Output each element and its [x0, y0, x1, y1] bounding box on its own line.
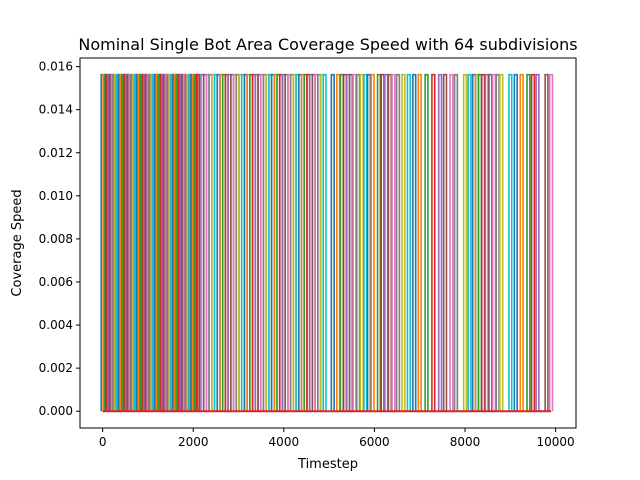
x-tick-label: 4000 — [269, 435, 300, 449]
series-spike — [431, 73, 436, 412]
series-spike — [391, 73, 396, 412]
y-tick-label: 0.012 — [39, 146, 73, 160]
chart-title: Nominal Single Bot Area Coverage Speed w… — [78, 35, 577, 54]
series-spike — [366, 73, 372, 412]
series-spike — [322, 73, 327, 412]
series-spike — [195, 73, 200, 412]
plot-area — [100, 73, 554, 413]
series-spike — [348, 73, 354, 412]
series-spike — [380, 73, 385, 412]
series-spike — [467, 73, 472, 412]
series-spike — [417, 73, 422, 412]
series-spike — [480, 73, 486, 412]
series-spike — [488, 73, 493, 412]
series-spike — [384, 73, 389, 412]
series-spike — [508, 73, 513, 412]
series-spike — [363, 73, 368, 412]
series-spike — [449, 73, 454, 412]
series-spike — [424, 73, 429, 412]
series-spike — [352, 73, 357, 412]
y-tick-label: 0.010 — [39, 189, 73, 203]
x-axis-label: Timestep — [297, 457, 358, 472]
y-axis-label: Coverage Speed — [10, 189, 25, 296]
series-spike — [499, 73, 504, 412]
series-spike — [495, 73, 500, 412]
y-tick-label: 0.008 — [39, 232, 73, 246]
x-tick-label: 0 — [99, 435, 107, 449]
series-spike — [406, 73, 412, 412]
y-tick-label: 0.006 — [39, 275, 73, 289]
series-spike — [395, 73, 401, 412]
series-spike — [387, 73, 393, 412]
series-spike — [335, 73, 341, 412]
series-spike — [355, 73, 361, 412]
series-spike — [548, 73, 554, 412]
series-spike — [401, 73, 406, 412]
series-spike — [442, 73, 448, 412]
axes-frame — [79, 57, 577, 429]
series-spike — [484, 73, 489, 412]
series-spike — [330, 73, 335, 412]
series-spike — [513, 73, 518, 412]
series-spike — [359, 73, 364, 412]
x-tick-label: 10000 — [537, 435, 575, 449]
x-tick-label: 2000 — [178, 435, 209, 449]
series-spike — [535, 73, 540, 412]
x-tick-label: 6000 — [359, 435, 390, 449]
y-tick-label: 0.004 — [39, 318, 73, 332]
series-spike — [519, 73, 524, 412]
series-spike — [370, 73, 375, 412]
series-spike — [526, 73, 531, 412]
series-spike — [412, 73, 417, 412]
series-spike — [491, 73, 497, 412]
series-spike — [462, 73, 468, 412]
y-tick-label: 0.002 — [39, 361, 73, 375]
y-tick-label: 0.014 — [39, 103, 73, 117]
series-spike — [437, 73, 443, 412]
series-spike — [530, 73, 536, 412]
series-spike — [376, 73, 382, 412]
y-axis: 0.000 0.002 0.004 0.006 0.008 0.010 0.012 0.014… — [39, 60, 80, 418]
x-tick-label: 8000 — [450, 435, 481, 449]
series-spike — [453, 73, 459, 412]
x-axis: 0 2000 4000 6000 8000 10000 — [99, 428, 575, 449]
y-tick-label: 0.016 — [39, 60, 73, 74]
series-spike — [544, 73, 549, 412]
y-tick-label: 0.000 — [39, 404, 73, 418]
